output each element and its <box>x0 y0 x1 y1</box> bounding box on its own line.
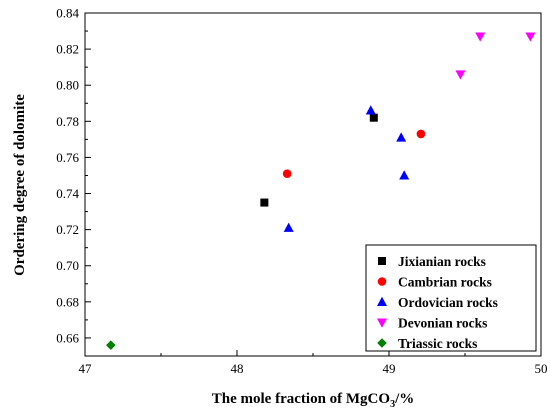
data-point <box>475 32 486 42</box>
x-axis-title: The mole fraction of MgCO3/% <box>212 391 414 410</box>
x-tick-label: 49 <box>383 361 396 376</box>
legend-marker <box>378 257 386 265</box>
legend-marker <box>377 296 387 306</box>
y-tick-label: 0.84 <box>56 6 79 21</box>
legend-marker <box>377 318 387 328</box>
data-point <box>283 222 294 232</box>
legend-label: Jixianian rocks <box>398 254 486 269</box>
y-tick-label: 0.72 <box>56 222 79 237</box>
legend-marker <box>377 338 387 348</box>
y-tick-label: 0.80 <box>56 78 79 93</box>
data-point <box>365 105 376 115</box>
legend-marker <box>377 277 387 286</box>
y-tick-label: 0.74 <box>56 186 79 201</box>
data-point <box>399 170 410 180</box>
data-point <box>416 129 426 139</box>
legend-label: Triassic rocks <box>398 336 477 351</box>
legend-frame <box>365 244 537 352</box>
data-point <box>369 113 378 122</box>
data-point <box>455 70 466 80</box>
data-point <box>282 169 292 178</box>
legend-label: Devonian rocks <box>398 316 487 331</box>
y-tick-label: 0.68 <box>56 294 79 309</box>
legend-label: Cambrian rocks <box>398 275 492 290</box>
tick-labels: 47 48 49 50 0.66 0.68 0.70 0.72 0.74 0.76 0.78 0.80… <box>56 6 547 377</box>
data-point <box>525 32 536 42</box>
data-point <box>106 340 116 350</box>
y-tick-label: 0.70 <box>56 258 79 273</box>
plot-frame <box>84 12 542 357</box>
y-tick-label: 0.78 <box>56 114 79 129</box>
data-points <box>106 32 536 350</box>
x-tick-label: 50 <box>535 361 548 376</box>
legend: Jixianian rocks Cambrian rocks Ordovician … <box>365 244 537 352</box>
x-tick-label: 47 <box>79 361 93 376</box>
data-point <box>260 198 269 207</box>
legend-label: Ordovician rocks <box>398 295 498 310</box>
y-axis-title: Ordering degree of dolomite <box>12 94 28 276</box>
x-tick-label: 48 <box>231 361 244 376</box>
y-tick-label: 0.66 <box>56 330 79 345</box>
y-tick-label: 0.82 <box>56 42 79 57</box>
data-point <box>396 132 407 142</box>
y-tick-label: 0.76 <box>56 150 79 165</box>
